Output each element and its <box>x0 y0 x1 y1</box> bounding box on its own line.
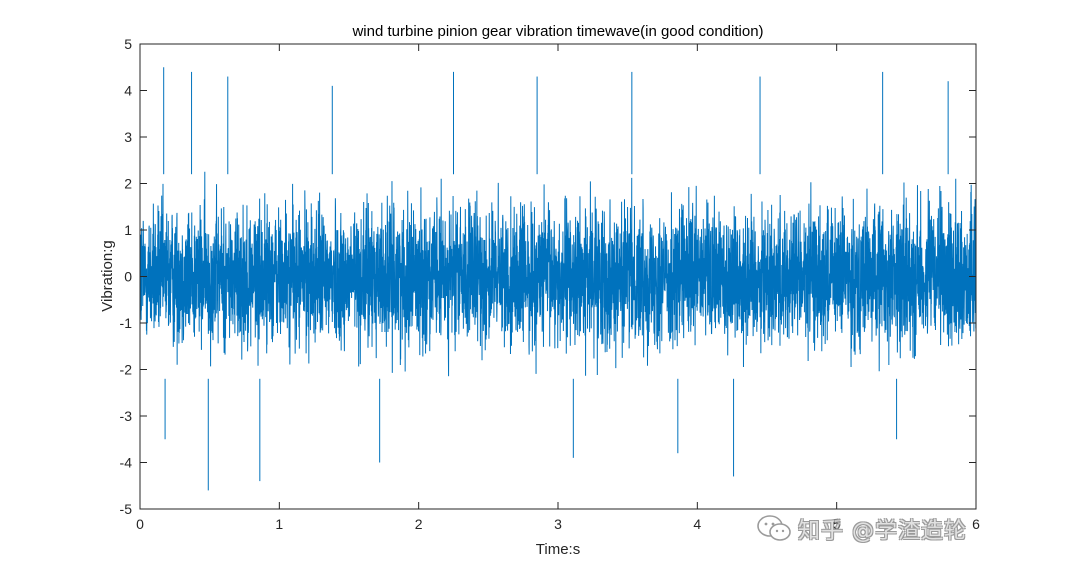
signal-peaks-layer <box>139 67 977 491</box>
watermark: 知乎 @学渣造轮 <box>756 512 967 546</box>
y-tick-label: 5 <box>124 36 132 52</box>
y-tick-label: -3 <box>120 408 133 424</box>
x-tick-label: 5 <box>833 516 841 532</box>
x-tick-label: 3 <box>554 516 562 532</box>
y-tick-label: 3 <box>124 129 132 145</box>
axis-ticks-layer: 0 1 2 3 4 5 6 5 4 3 2 1 0 -1 -2 -3 -4 -5 <box>120 36 981 532</box>
y-tick-label: 1 <box>124 222 132 238</box>
vibration-signal-line <box>139 171 977 377</box>
y-tick-label: -1 <box>120 315 133 331</box>
y-tick-label: -5 <box>120 501 133 517</box>
y-tick-label: 0 <box>124 269 132 285</box>
y-axis-label: Vibration:g <box>99 240 116 311</box>
x-tick-label: 4 <box>693 516 701 532</box>
y-tick-label: 4 <box>124 83 132 99</box>
x-tick-label: 0 <box>136 516 144 532</box>
y-tick-label: 2 <box>124 176 132 192</box>
y-tick-label: -4 <box>120 455 133 471</box>
x-tick-label: 1 <box>275 516 283 532</box>
watermark-text: 知乎 @学渣造轮 <box>798 519 967 544</box>
wechat-icon <box>757 515 791 541</box>
x-axis-label: Time:s <box>536 541 580 558</box>
y-tick-label: -2 <box>120 362 133 378</box>
x-tick-label: 6 <box>972 516 980 532</box>
x-tick-label: 2 <box>415 516 423 532</box>
chart-title: wind turbine pinion gear vibration timew… <box>351 23 763 40</box>
